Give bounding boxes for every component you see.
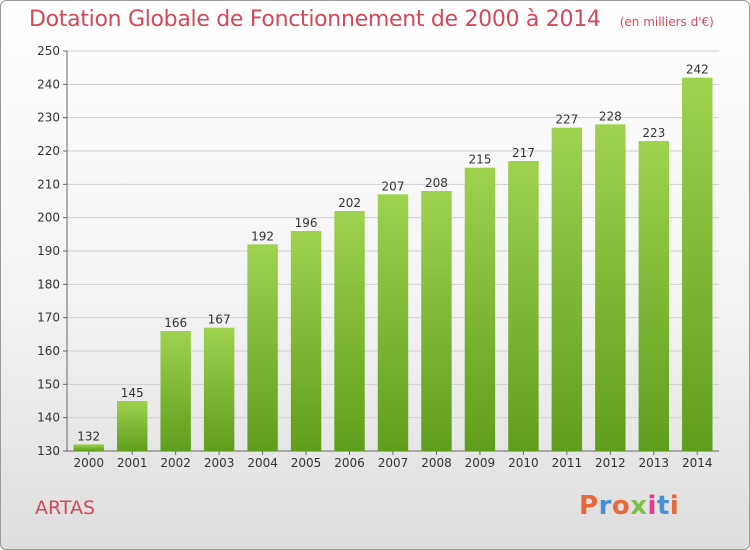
logo-letter: i [647, 491, 657, 521]
bar-value-label: 167 [208, 313, 231, 327]
bar-2009 [464, 167, 496, 451]
y-tick-label: 240 [37, 77, 60, 91]
bar-value-label: 223 [642, 126, 665, 140]
logo-letter: x [630, 491, 648, 521]
x-tick-label: 2008 [421, 456, 452, 470]
y-tick-label: 230 [37, 111, 60, 125]
x-tick-label: 2004 [247, 456, 278, 470]
y-tick-label: 140 [37, 411, 60, 425]
x-tick-label: 2000 [73, 456, 104, 470]
x-tick-label: 2009 [465, 456, 496, 470]
bar-value-label: 202 [338, 196, 361, 210]
bar-value-label: 196 [295, 216, 318, 230]
y-tick-label: 190 [37, 244, 60, 258]
logo-letter: i [669, 491, 680, 521]
y-tick-label: 220 [37, 144, 60, 158]
bar-2004 [247, 244, 278, 451]
x-tick-label: 2001 [117, 456, 148, 470]
bar-2002 [160, 331, 191, 451]
bar-value-label: 215 [468, 153, 491, 167]
y-tick-label: 170 [37, 311, 60, 325]
bar-value-label: 208 [425, 176, 448, 190]
y-tick-label: 210 [37, 177, 60, 191]
y-tick-label: 180 [37, 277, 60, 291]
x-tick-label: 2012 [595, 456, 626, 470]
bar-value-label: 192 [251, 229, 274, 243]
bar-2003 [203, 327, 235, 451]
bar-value-label: 166 [164, 316, 187, 330]
y-tick-label: 150 [37, 377, 60, 391]
logo-letter: P [579, 491, 599, 521]
bar-2007 [377, 194, 409, 452]
data-labels: 132 145 166 167 192 196 202 207 208 215 217 227 228 2… [77, 63, 708, 444]
bar-value-label: 228 [599, 109, 622, 123]
bar-2010 [508, 161, 539, 451]
x-tick-label: 2010 [508, 456, 539, 470]
x-tick-label: 2005 [291, 456, 322, 470]
x-tick-label: 2007 [378, 456, 409, 470]
bar-2006 [334, 211, 365, 451]
place-name: ARTAS [35, 497, 96, 519]
y-tick-label: 250 [37, 44, 60, 58]
x-tick-label: 2013 [639, 456, 670, 470]
y-tick-label: 130 [37, 444, 60, 458]
bar-2012 [595, 124, 626, 451]
bar-2014 [682, 77, 713, 452]
bars [73, 77, 713, 452]
bar-value-label: 242 [686, 63, 709, 77]
bar-2008 [421, 191, 452, 451]
bar-value-label: 217 [512, 146, 535, 160]
bar-value-label: 207 [382, 179, 405, 193]
y-tick-label: 200 [37, 211, 60, 225]
bar-2013 [638, 141, 670, 451]
proxiti-logo[interactable]: Proxiti [579, 491, 679, 521]
logo-letter: t [656, 491, 670, 521]
x-tick-label: 2003 [204, 456, 235, 470]
bar-value-label: 145 [121, 386, 144, 400]
logo-letter: r [598, 491, 612, 521]
bar-2005 [290, 231, 322, 451]
chart-title: Dotation Globale de Fonctionnement de 20… [29, 7, 601, 32]
x-tick-label: 2002 [160, 456, 191, 470]
chart-subtitle: (en milliers d'€) [619, 15, 714, 29]
x-tick-label: 2006 [334, 456, 365, 470]
title-row: Dotation Globale de Fonctionnement de 20… [29, 7, 714, 32]
bar-2011 [551, 127, 583, 452]
x-tick-label: 2014 [682, 456, 713, 470]
x-tick-label: 2011 [552, 456, 583, 470]
y-tick-label: 160 [37, 344, 60, 358]
bar-2000 [73, 444, 104, 451]
bar-value-label: 132 [77, 429, 100, 443]
logo-letter: o [611, 491, 631, 521]
bar-value-label: 227 [555, 113, 578, 127]
bar-2001 [116, 401, 148, 451]
axes: 130 140 150 160 170 180 190 200 210 220 230 240 250 2… [37, 44, 719, 470]
